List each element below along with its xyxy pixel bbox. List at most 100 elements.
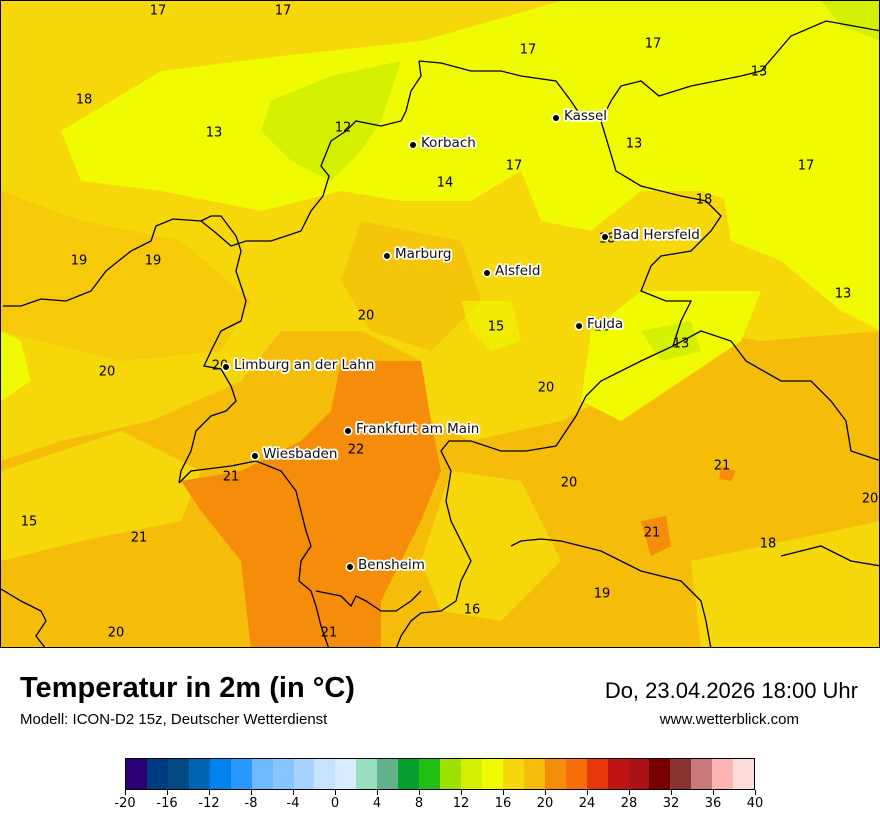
temperature-value: 16	[463, 602, 481, 618]
temperature-value: 18	[75, 92, 93, 108]
legend-swatch	[419, 759, 441, 789]
legend-tick-mark	[544, 790, 546, 795]
temperature-value: 17	[644, 36, 662, 52]
legend-tick-mark	[502, 790, 504, 795]
temperature-value: 13	[625, 136, 643, 152]
legend-swatch	[523, 759, 545, 789]
temperature-value: 20	[357, 308, 375, 324]
city-label: Wiesbaden	[263, 446, 338, 462]
legend-tick-mark	[166, 790, 168, 795]
forecast-datetime: Do, 23.04.2026 18:00 Uhr	[604, 678, 858, 703]
temperature-value: 20	[560, 475, 578, 491]
temperature-value: 18	[759, 536, 777, 552]
legend-tick-label: 40	[746, 796, 764, 811]
temperature-value: 21	[130, 530, 148, 546]
temperature-value: 19	[593, 586, 611, 602]
temperature-value: 17	[519, 42, 537, 58]
temperature-value: 12	[334, 120, 352, 136]
legend-tick-label: 0	[330, 796, 340, 811]
legend-ticks: -20 -16 -12 -8 -4 0 4 8 12 16 20 24 28 32 36 40	[114, 790, 763, 820]
city-label: Fulda	[587, 316, 624, 332]
legend-tick-label: 24	[578, 796, 596, 811]
legend-swatch	[628, 759, 650, 789]
legend-swatch	[481, 759, 503, 789]
legend-swatch	[167, 759, 189, 789]
city-dot-icon	[410, 142, 416, 148]
legend-tick-label: 4	[372, 796, 382, 811]
temperature-value: 13	[750, 64, 768, 80]
city-label: Frankfurt am Main	[356, 421, 480, 437]
legend-swatch	[398, 759, 420, 789]
temperature-value: 17	[505, 158, 523, 174]
legend-swatch	[461, 759, 482, 789]
legend-tick-mark	[334, 790, 336, 795]
color-legend	[125, 758, 755, 790]
legend-tick-label: -8	[244, 796, 258, 811]
legend-tick-label: -12	[198, 796, 220, 811]
map-title: Temperatur in 2m (in °C)	[20, 672, 355, 704]
city-dot-icon	[252, 453, 258, 459]
legend-swatch	[649, 759, 671, 789]
city-dot-icon	[484, 270, 490, 276]
legend-swatch	[733, 759, 755, 789]
model-subtitle: Modell: ICON-D2 15z, Deutscher Wetterdie…	[20, 711, 328, 728]
legend-swatch	[293, 759, 315, 789]
legend-tick-label: 20	[536, 796, 554, 811]
legend-tick-label: -4	[286, 796, 300, 811]
city-label: Alsfeld	[495, 263, 541, 279]
legend-tick-mark	[586, 790, 588, 795]
legend-swatch	[251, 759, 273, 789]
legend-swatch	[586, 759, 608, 789]
city-dot-icon	[384, 253, 390, 259]
legend-swatch	[544, 759, 566, 789]
legend-tick-label: 28	[620, 796, 638, 811]
legend-swatch	[440, 759, 461, 789]
legend-swatch	[502, 759, 524, 789]
legend-swatch	[565, 759, 587, 789]
temperature-value: 13	[834, 286, 852, 302]
city-label: Kassel	[564, 108, 608, 124]
legend-swatch	[209, 759, 231, 789]
temperature-value: 22	[347, 442, 365, 458]
temperature-value: 17	[149, 3, 167, 19]
city-dot-icon	[223, 364, 229, 370]
legend-swatch	[188, 759, 210, 789]
legend-tick-label: 16	[494, 796, 512, 811]
legend-swatch	[272, 759, 294, 789]
legend-tick-mark	[376, 790, 378, 795]
temperature-value: 20	[861, 491, 879, 507]
temperature-value: 15	[487, 319, 505, 335]
city-dot-icon	[576, 323, 582, 329]
temperature-value: 18	[593, 319, 611, 335]
legend-swatch	[146, 759, 168, 789]
legend-tick-mark	[208, 790, 210, 795]
legend-tick-label: -20	[114, 796, 136, 811]
legend-swatch	[670, 759, 692, 789]
legend-swatch	[356, 759, 378, 789]
city-dot-icon	[347, 564, 353, 570]
temperature-value: 17	[797, 158, 815, 174]
legend-tick-mark	[670, 790, 672, 795]
temperature-value: 21	[222, 469, 240, 485]
temperature-value: 13	[672, 336, 690, 352]
temperature-value: 21	[713, 458, 731, 474]
legend-tick-mark	[754, 790, 756, 795]
legend-tick-mark	[250, 790, 252, 795]
legend-tick-mark	[712, 790, 714, 795]
temperature-value: 17	[274, 3, 292, 19]
legend-swatch	[335, 759, 357, 789]
temperature-value: 19	[144, 253, 162, 269]
legend-tick-label: 32	[662, 796, 680, 811]
temperature-value: 18	[695, 192, 713, 208]
temperature-value: 20	[107, 625, 125, 641]
temperature-value: 14	[436, 175, 454, 191]
city-label: Bad Hersfeld	[613, 227, 700, 243]
temperature-value: 21	[320, 625, 338, 641]
legend-swatch	[126, 759, 147, 789]
website-link[interactable]: www.wetterblick.com	[659, 711, 799, 728]
legend-tick-label: 36	[704, 796, 722, 811]
temperature-map[interactable]: 17 17 17 17 13 18 13 12 13 17 17 14 18 18 19 19 13 20 15 18…	[0, 0, 880, 648]
legend-tick-mark	[418, 790, 420, 795]
legend-swatch	[691, 759, 713, 789]
legend-swatch	[607, 759, 629, 789]
